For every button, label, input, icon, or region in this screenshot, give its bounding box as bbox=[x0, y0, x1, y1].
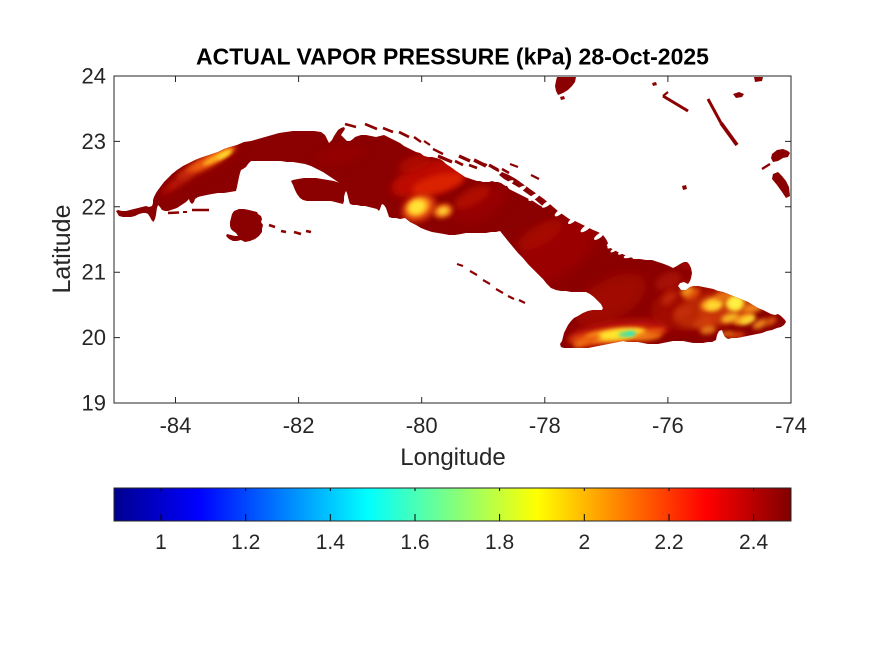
svg-text:-84: -84 bbox=[160, 413, 192, 438]
svg-text:21: 21 bbox=[82, 260, 106, 285]
svg-text:24: 24 bbox=[82, 64, 106, 89]
svg-text:20: 20 bbox=[82, 325, 106, 350]
svg-text:-78: -78 bbox=[529, 413, 561, 438]
svg-text:1.8: 1.8 bbox=[485, 531, 514, 554]
svg-text:1.4: 1.4 bbox=[316, 531, 346, 554]
svg-text:2.2: 2.2 bbox=[654, 531, 683, 554]
svg-text:19: 19 bbox=[82, 391, 106, 416]
svg-text:-80: -80 bbox=[406, 413, 438, 438]
svg-text:-82: -82 bbox=[283, 413, 315, 438]
svg-text:1: 1 bbox=[155, 531, 167, 554]
svg-text:-74: -74 bbox=[775, 413, 807, 438]
svg-text:2.4: 2.4 bbox=[739, 531, 769, 554]
svg-text:2: 2 bbox=[578, 531, 590, 554]
svg-text:-76: -76 bbox=[652, 413, 684, 438]
svg-text:Longitude: Longitude bbox=[400, 444, 505, 471]
svg-text:Latitude: Latitude bbox=[48, 205, 76, 294]
svg-text:ACTUAL VAPOR PRESSURE (kPa) 28: ACTUAL VAPOR PRESSURE (kPa) 28-Oct-2025 bbox=[196, 44, 709, 70]
svg-text:22: 22 bbox=[82, 194, 106, 219]
svg-text:23: 23 bbox=[82, 129, 106, 154]
svg-text:1.6: 1.6 bbox=[400, 531, 429, 554]
svg-text:1.2: 1.2 bbox=[231, 531, 260, 554]
